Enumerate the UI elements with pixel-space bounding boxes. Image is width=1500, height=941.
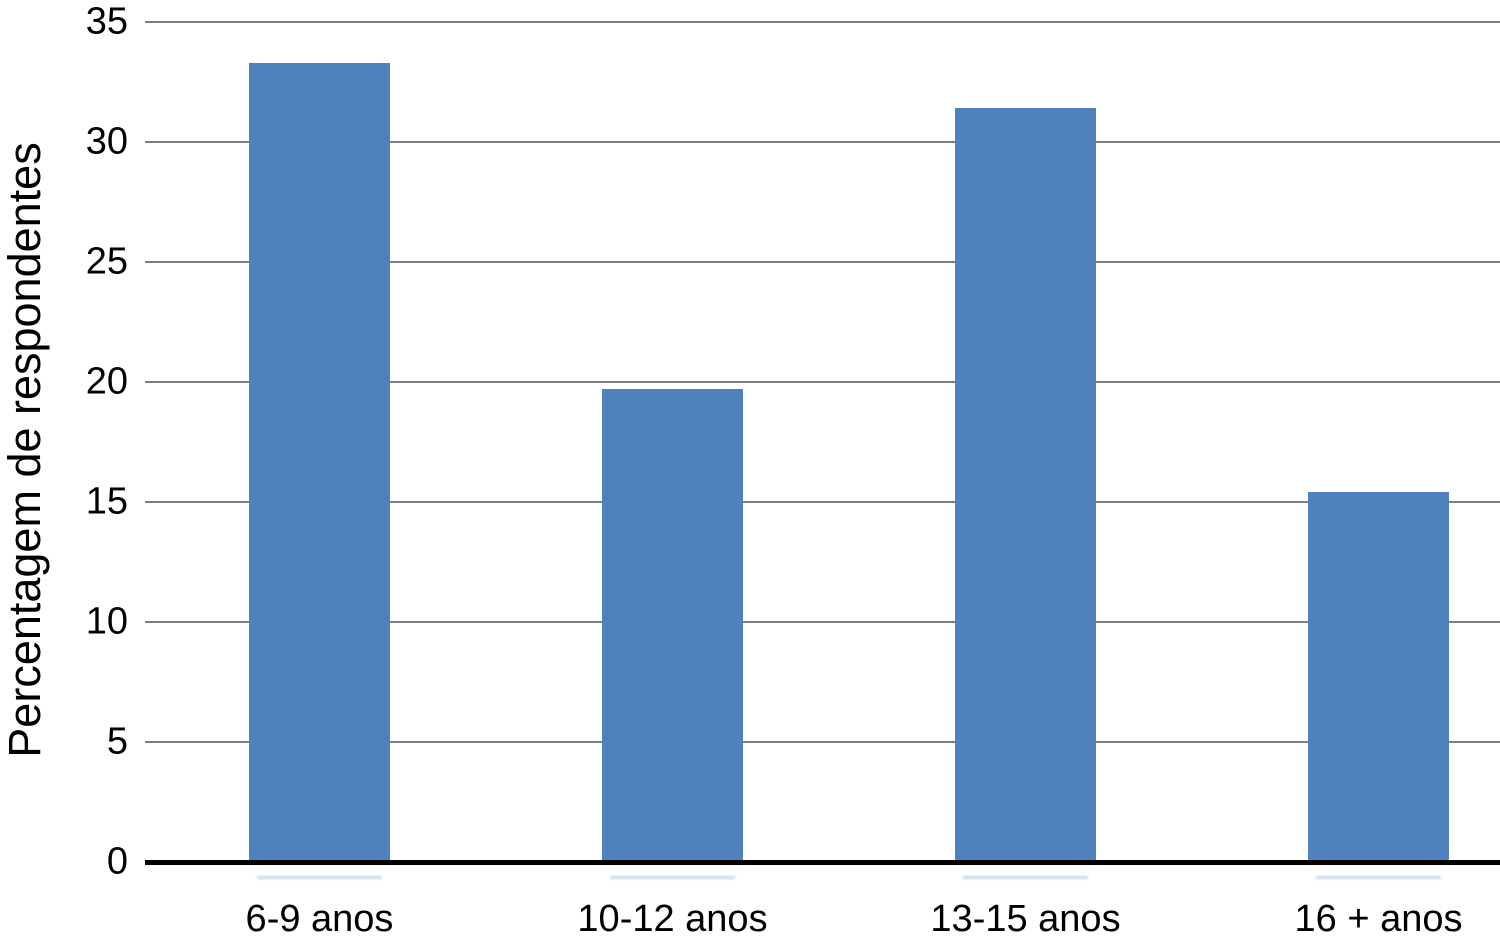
x-category-label: 6-9 anos [245,898,394,940]
bar-6-9 anos [249,62,390,862]
x-axis-line [145,860,1500,865]
bar-reflection [257,876,382,879]
x-category-label: 13-15 anos [930,898,1121,940]
x-category-label: 10-12 anos [577,898,768,940]
y-tick-label: 15 [85,480,128,523]
bar-10-12 anos [602,389,743,862]
gridline [145,741,1500,743]
y-tick-label: 10 [85,600,128,643]
gridline [145,21,1500,23]
y-tick-label: 20 [85,360,128,403]
y-tick-label: 5 [106,720,128,763]
gridline [145,261,1500,263]
y-tick-label: 25 [85,240,128,283]
y-axis-title: Percentagem de respondentes [0,142,50,758]
bar-13-15 anos [955,108,1096,862]
gridline [145,381,1500,383]
gridline [145,141,1500,143]
bar-reflection [610,876,735,879]
bar-reflection [963,876,1088,879]
bar-16 + anos [1308,492,1449,862]
x-category-label: 16 + anos [1294,898,1463,940]
y-tick-label: 0 [106,840,128,883]
y-tick-label: 35 [85,0,128,43]
y-tick-label: 30 [85,120,128,163]
bar-reflection [1316,876,1441,879]
gridline [145,501,1500,503]
gridline [145,621,1500,623]
